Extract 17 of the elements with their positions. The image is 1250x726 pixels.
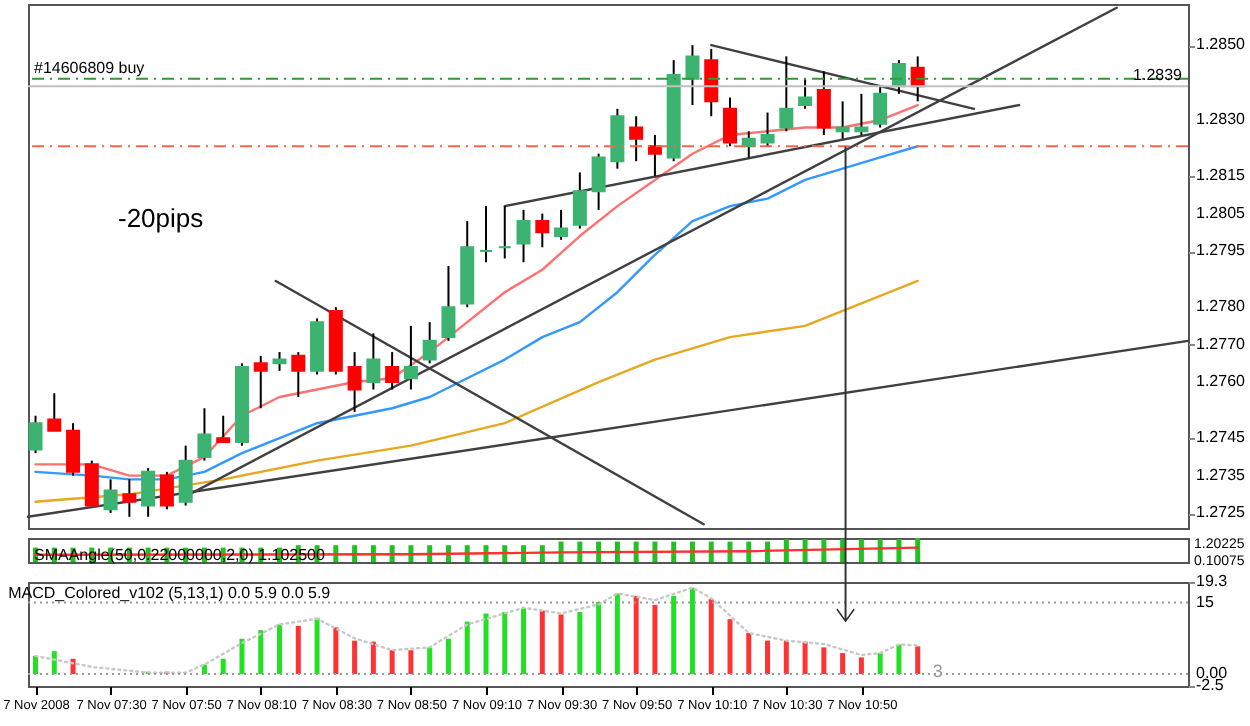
y-tick-label: 15 (1196, 592, 1215, 611)
annotation: -20pips (118, 202, 205, 233)
y-tick-label: 1.2780 (1196, 297, 1247, 316)
y-tick-label: 1.2760 (1196, 372, 1247, 391)
y-tick-label: 1.2725 (1196, 503, 1247, 522)
y-tick-label: 1.2850 (1196, 35, 1247, 54)
y-tick-label: 1.2770 (1196, 334, 1247, 353)
y-tick-label: 1.2735 (1196, 465, 1247, 484)
y-tick-label: 1.2805 (1196, 203, 1247, 222)
y-tick-label: 1.2795 (1196, 241, 1247, 260)
y-tick-label: 1.2830 (1196, 110, 1247, 129)
ref-line-label: 1.2839 (1133, 66, 1184, 85)
y-tick-label: -2.5 (1196, 676, 1225, 694)
y-tick-label: 1.2745 (1196, 428, 1247, 447)
ref-line-label: #14606809 buy (34, 58, 145, 77)
y-tick-label: 1.2815 (1196, 166, 1247, 185)
y-tick-label: 19.3 (1196, 572, 1229, 590)
